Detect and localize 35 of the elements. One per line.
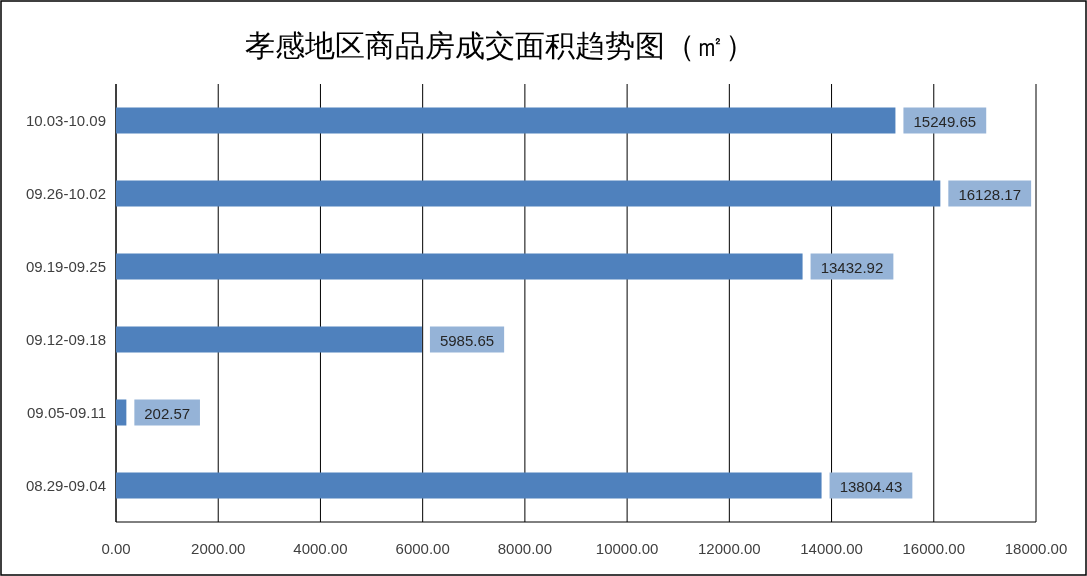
label: 5985.65 — [429, 326, 505, 353]
data-label: 13804.43 — [839, 477, 903, 495]
bar — [116, 107, 896, 134]
data-label: 16128.17 — [958, 185, 1022, 203]
label: 13804.43 — [829, 472, 913, 499]
y-tick-label: 08.29-09.04 — [25, 476, 106, 494]
label: 13432.92 — [810, 253, 894, 280]
bar — [116, 326, 422, 353]
data-label: 13432.92 — [820, 258, 884, 276]
x-tick-label: 18000.00 — [1004, 540, 1068, 557]
x-tick-label: 14000.00 — [800, 540, 863, 557]
label: 15249.65 — [903, 107, 987, 134]
x-tick-label: 4000.00 — [293, 540, 348, 557]
bar — [116, 253, 803, 280]
label: 202.57 — [134, 399, 200, 426]
y-tick-label: 09.26-10.02 — [25, 184, 106, 202]
bar — [116, 472, 822, 499]
chart-title: 孝感地区商品房成交面积趋势图（㎡） — [245, 28, 755, 63]
x-tick-label: 12000.00 — [698, 540, 761, 557]
x-tick-label: 16000.00 — [902, 540, 966, 557]
x-tick-label: 0.00 — [101, 540, 131, 557]
bar — [116, 180, 941, 207]
y-tick-label: 09.05-09.11 — [27, 403, 106, 421]
label: 16128.17 — [948, 180, 1032, 207]
bar — [116, 399, 127, 426]
x-tick-label: 6000.00 — [395, 540, 450, 557]
data-label: 15249.65 — [913, 112, 977, 130]
x-tick-label: 8000.00 — [497, 540, 553, 557]
x-tick-label: 2000.00 — [191, 540, 246, 557]
y-tick-label: 09.19-09.25 — [25, 257, 106, 275]
y-tick-label: 09.12-09.18 — [25, 330, 106, 348]
data-label: 5985.65 — [439, 331, 495, 349]
data-label: 202.57 — [144, 404, 191, 422]
x-tick-label: 10000.00 — [595, 540, 659, 557]
y-tick-label: 10.03-10.09 — [25, 111, 106, 129]
